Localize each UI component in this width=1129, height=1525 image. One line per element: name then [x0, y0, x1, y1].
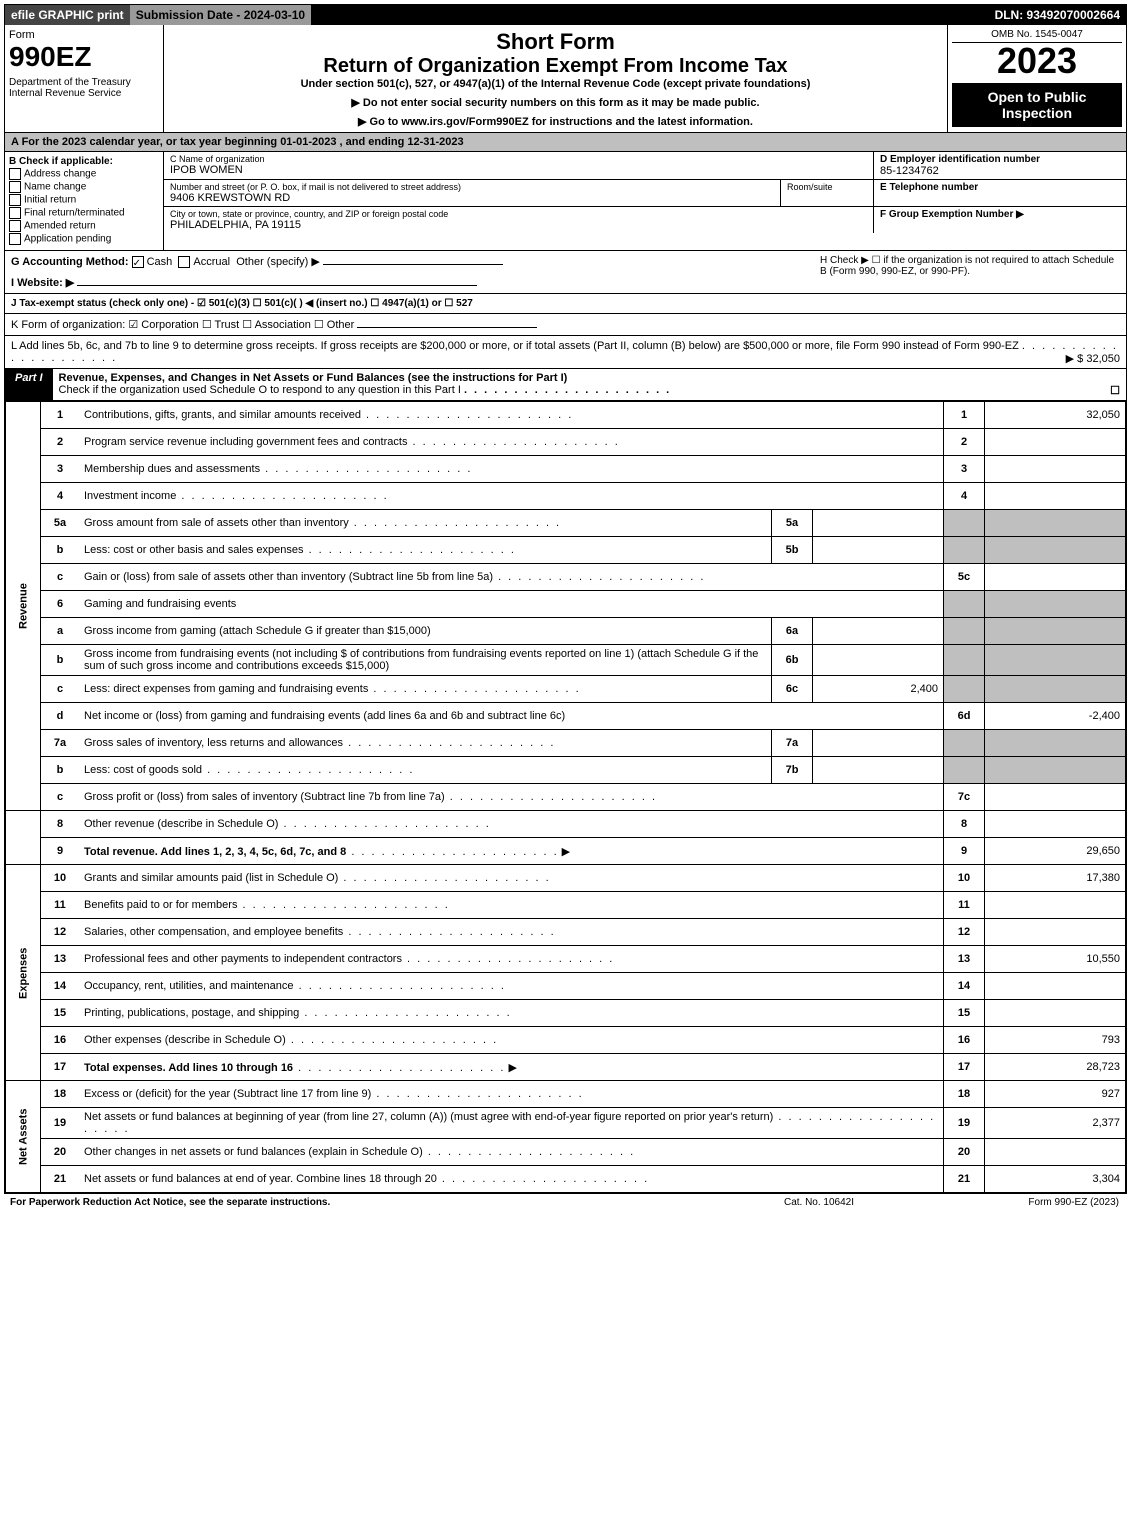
- line9-value: 29,650: [985, 838, 1126, 865]
- form-word: Form: [9, 29, 159, 41]
- line19-value: 2,377: [985, 1108, 1126, 1139]
- tel-cell: E Telephone number: [874, 180, 1126, 206]
- line-g: G Accounting Method: Cash Accrual Other …: [5, 251, 814, 293]
- section-bcd: B Check if applicable: Address change Na…: [5, 152, 1126, 251]
- city-cell: City or town, state or province, country…: [164, 207, 874, 233]
- line17-value: 28,723: [985, 1054, 1126, 1081]
- form-990ez: efile GRAPHIC print Submission Date - 20…: [4, 4, 1127, 1194]
- submission-date: Submission Date - 2024-03-10: [130, 5, 311, 25]
- org-name-label: C Name of organization: [170, 154, 867, 164]
- under-section: Under section 501(c), 527, or 4947(a)(1)…: [168, 78, 943, 90]
- line21-value: 3,304: [985, 1166, 1126, 1193]
- open-to-public: Open to Public Inspection: [952, 83, 1122, 127]
- other-method-input[interactable]: [323, 264, 503, 265]
- ein-value: 85-1234762: [880, 165, 1120, 177]
- tax-year: 2023: [952, 43, 1122, 79]
- line16-value: 793: [985, 1027, 1126, 1054]
- check-initial[interactable]: Initial return: [9, 194, 159, 206]
- street-value: 9406 KREWSTOWN RD: [170, 192, 774, 204]
- room-label: Room/suite: [787, 182, 867, 192]
- ein-cell: D Employer identification number 85-1234…: [874, 152, 1126, 179]
- short-form-title: Short Form: [168, 29, 943, 55]
- header-center: Short Form Return of Organization Exempt…: [164, 25, 948, 132]
- line6d-value: -2,400: [985, 703, 1126, 730]
- tel-label: E Telephone number: [880, 182, 1120, 193]
- section-a: A For the 2023 calendar year, or tax yea…: [5, 133, 1126, 152]
- check-address[interactable]: Address change: [9, 168, 159, 180]
- footer-catno: Cat. No. 10642I: [719, 1197, 919, 1208]
- efile-label: efile GRAPHIC print: [5, 5, 130, 25]
- group-label: F Group Exemption Number ▶: [880, 209, 1120, 220]
- part1-tag: Part I: [5, 369, 53, 400]
- line-g-label: G Accounting Method:: [11, 256, 129, 268]
- line-l: L Add lines 5b, 6c, and 7b to line 9 to …: [5, 336, 1126, 369]
- topbar: efile GRAPHIC print Submission Date - 20…: [5, 5, 1126, 25]
- line10-value: 17,380: [985, 865, 1126, 892]
- street-label: Number and street (or P. O. box, if mail…: [170, 182, 774, 192]
- line13-value: 10,550: [985, 946, 1126, 973]
- return-title: Return of Organization Exempt From Incom…: [168, 55, 943, 78]
- footer-left: For Paperwork Reduction Act Notice, see …: [10, 1197, 719, 1208]
- footer-formid: Form 990-EZ (2023): [919, 1197, 1119, 1208]
- check-name[interactable]: Name change: [9, 181, 159, 193]
- line1-value: 32,050: [985, 402, 1126, 429]
- check-pending[interactable]: Application pending: [9, 233, 159, 245]
- line18-value: 927: [985, 1081, 1126, 1108]
- col-b-header: B Check if applicable:: [9, 156, 159, 167]
- line-j: J Tax-exempt status (check only one) - ☑…: [5, 294, 1126, 314]
- org-name-value: IPOB WOMEN: [170, 164, 867, 176]
- department: Department of the Treasury Internal Reve…: [9, 77, 159, 99]
- header: Form 990EZ Department of the Treasury In…: [5, 25, 1126, 133]
- part1-checkbox[interactable]: ☐: [1110, 384, 1120, 397]
- form-number: 990EZ: [9, 41, 159, 73]
- line-g-h: G Accounting Method: Cash Accrual Other …: [5, 251, 1126, 294]
- accrual-checkbox[interactable]: [178, 256, 190, 268]
- cash-checkbox[interactable]: [132, 256, 144, 268]
- expenses-label: Expenses: [6, 865, 41, 1081]
- header-right: OMB No. 1545-0047 2023 Open to Public In…: [948, 25, 1126, 132]
- room-cell: Room/suite: [781, 180, 874, 206]
- ein-label: D Employer identification number: [880, 154, 1120, 165]
- part1-table: Revenue 1 Contributions, gifts, grants, …: [5, 401, 1126, 1193]
- line-h: H Check ▶ ☐ if the organization is not r…: [814, 251, 1126, 293]
- revenue-label: Revenue: [6, 402, 41, 811]
- footer: For Paperwork Reduction Act Notice, see …: [4, 1194, 1125, 1211]
- other-org-input[interactable]: [357, 327, 537, 328]
- part1-header: Part I Revenue, Expenses, and Changes in…: [5, 369, 1126, 401]
- line-i: I Website: ▶: [11, 277, 74, 289]
- website-input[interactable]: [77, 285, 477, 286]
- group-cell: F Group Exemption Number ▶: [874, 207, 1126, 233]
- city-value: PHILADELPHIA, PA 19115: [170, 219, 867, 231]
- header-left: Form 990EZ Department of the Treasury In…: [5, 25, 164, 132]
- column-cd: C Name of organization IPOB WOMEN D Empl…: [164, 152, 1126, 250]
- city-label: City or town, state or province, country…: [170, 209, 867, 219]
- dln: DLN: 93492070002664: [989, 5, 1126, 25]
- goto-link[interactable]: ▶ Go to www.irs.gov/Form990EZ for instru…: [168, 115, 943, 128]
- line6c-value: 2,400: [813, 676, 944, 703]
- column-b: B Check if applicable: Address change Na…: [5, 152, 164, 250]
- line-k: K Form of organization: ☑ Corporation ☐ …: [5, 314, 1126, 336]
- street-cell: Number and street (or P. O. box, if mail…: [164, 180, 781, 206]
- netassets-label: Net Assets: [6, 1081, 41, 1193]
- org-name-cell: C Name of organization IPOB WOMEN: [164, 152, 874, 179]
- line-l-amount: ▶ $ 32,050: [1066, 352, 1120, 365]
- check-amended[interactable]: Amended return: [9, 220, 159, 232]
- part1-title: Revenue, Expenses, and Changes in Net As…: [53, 369, 1126, 400]
- check-final[interactable]: Final return/terminated: [9, 207, 159, 219]
- ssn-warning: ▶ Do not enter social security numbers o…: [168, 96, 943, 109]
